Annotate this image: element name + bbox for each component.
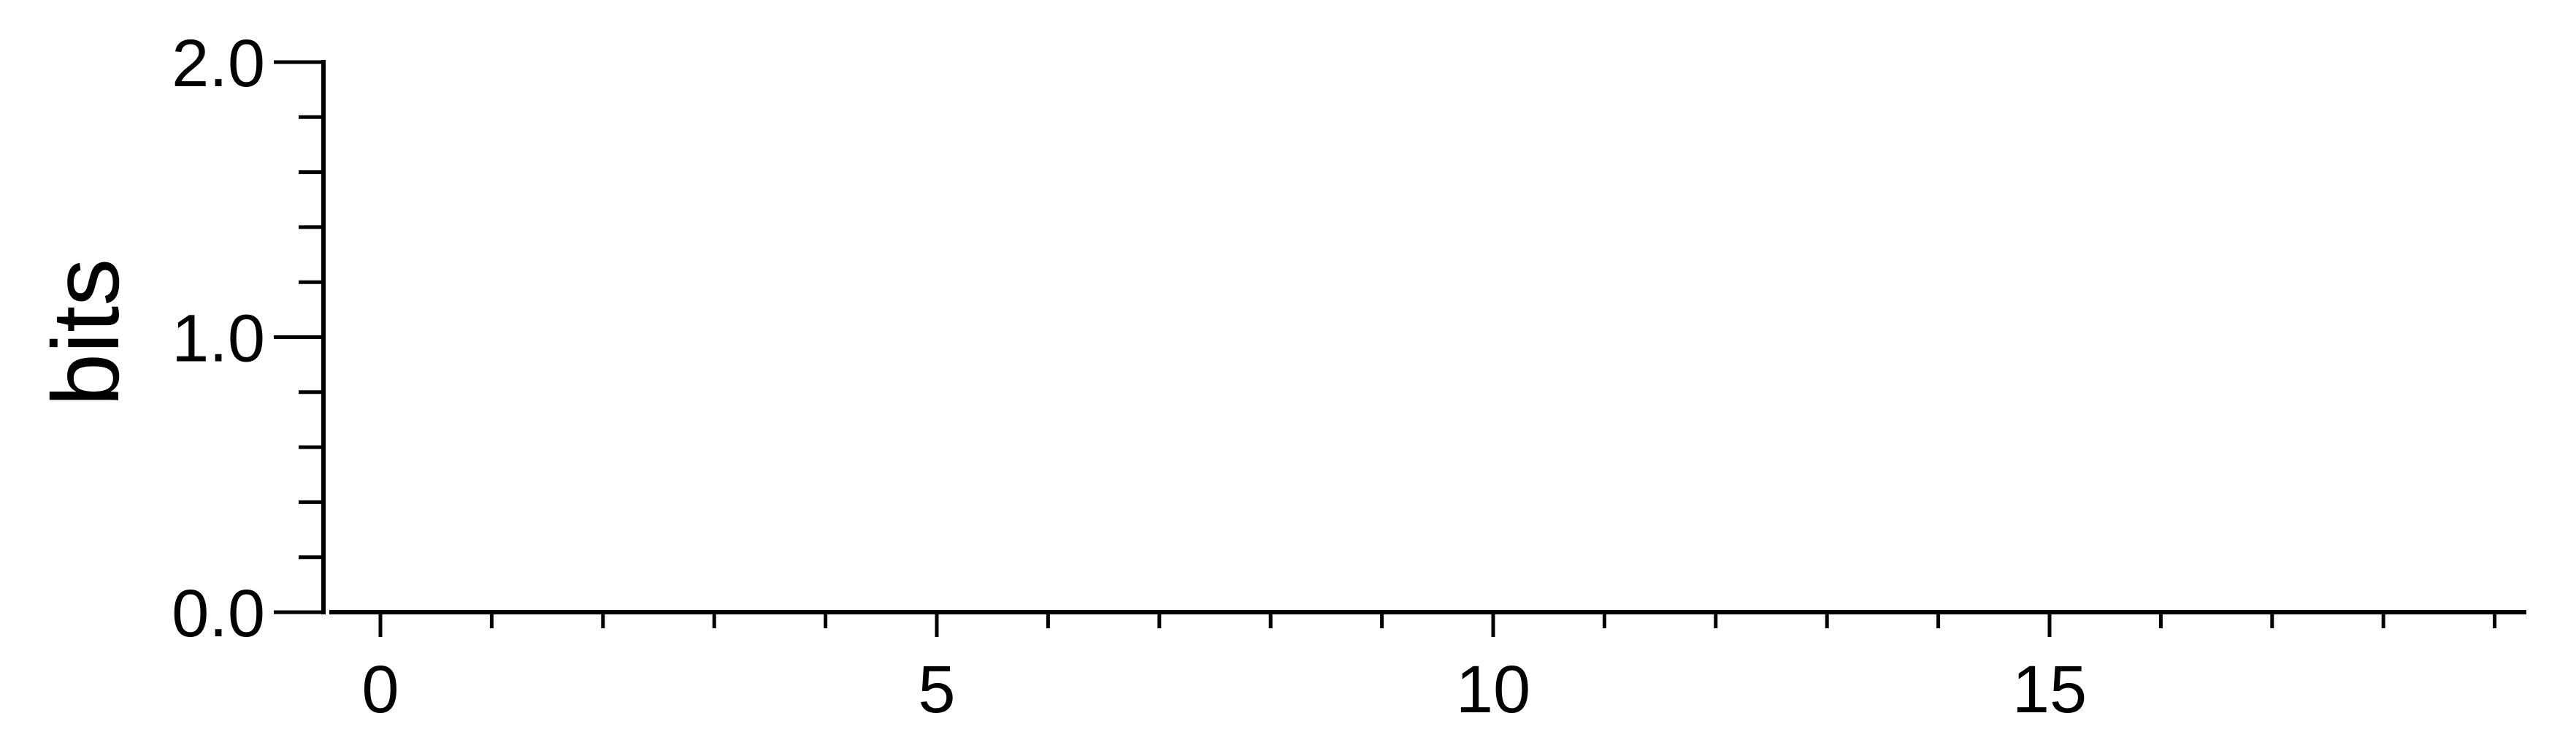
- x-tick-label: 0: [361, 652, 399, 727]
- x-tick-label: 15: [2012, 652, 2087, 727]
- y-tick-label: 0.0: [172, 576, 265, 651]
- x-tick-label: 5: [918, 652, 955, 727]
- x-axis-ticks: 0 5 10 15: [361, 612, 2497, 727]
- y-tick-label: 2.0: [172, 26, 265, 101]
- x-tick-label: 10: [1456, 652, 1530, 727]
- y-axis-label: bits: [32, 259, 139, 406]
- y-tick-label: 1.0: [172, 302, 265, 376]
- y-axis-ticks: 0.0 1.0 2.0: [172, 26, 323, 651]
